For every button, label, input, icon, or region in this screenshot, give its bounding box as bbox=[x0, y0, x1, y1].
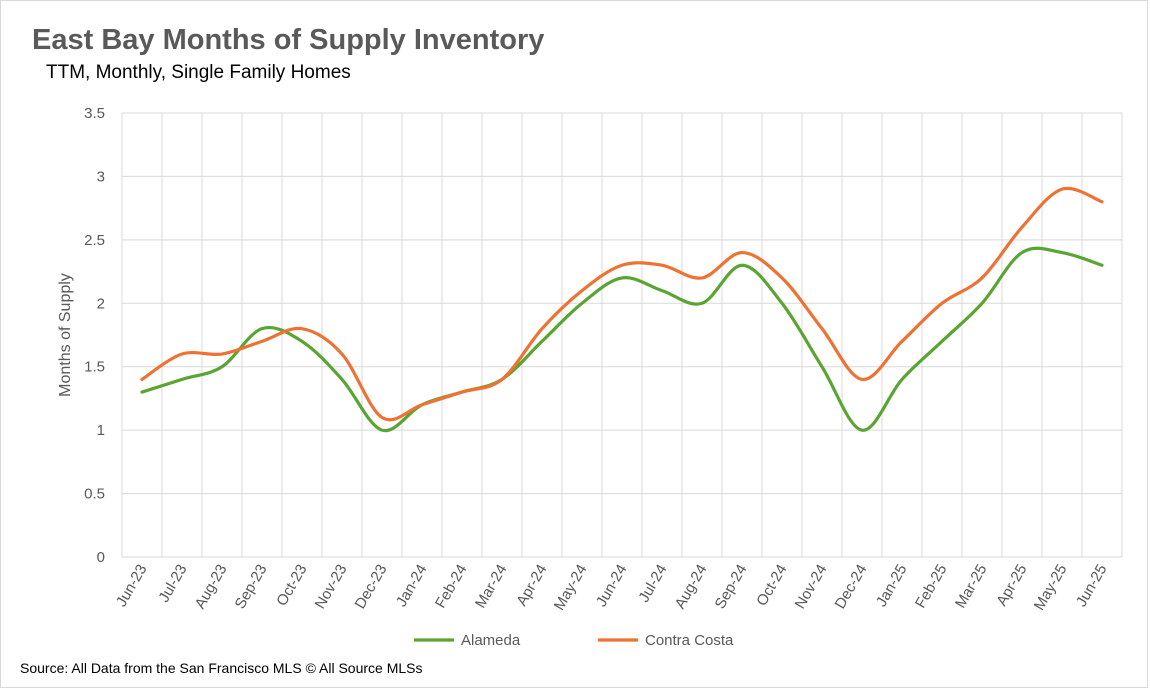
y-tick-label: 0 bbox=[97, 549, 105, 566]
y-tick-label: 3 bbox=[97, 168, 105, 185]
y-tick-label: 1.5 bbox=[84, 359, 105, 376]
x-tick-label: May-24 bbox=[551, 562, 591, 614]
x-tick-label: Jun-23 bbox=[113, 562, 151, 610]
x-tick-label: Jun-24 bbox=[593, 562, 631, 610]
x-tick-label: Jul-24 bbox=[635, 562, 670, 606]
x-tick-label: Jun-25 bbox=[1073, 562, 1111, 610]
legend-label: Contra Costa bbox=[645, 632, 734, 649]
x-tick-label: Oct-23 bbox=[273, 562, 310, 609]
legend: Alameda Contra Costa bbox=[414, 632, 734, 649]
x-tick-label: Dec-24 bbox=[832, 562, 871, 612]
x-tick-label: Mar-25 bbox=[952, 562, 990, 612]
x-tick-label: Jan-25 bbox=[873, 562, 911, 610]
x-tick-label: Feb-24 bbox=[432, 562, 470, 612]
series-line-contra-costa bbox=[140, 186, 1104, 422]
chart-title: East Bay Months of Supply Inventory bbox=[32, 24, 545, 56]
y-tick-labels: 0 0.5 1 1.5 2 2.5 3 3.5 bbox=[84, 105, 105, 566]
x-tick-label: Nov-23 bbox=[312, 562, 351, 612]
y-tick-label: 1 bbox=[97, 422, 105, 439]
x-tick-label: Aug-24 bbox=[672, 562, 711, 612]
x-tick-label: Aug-23 bbox=[192, 562, 231, 612]
x-tick-labels: Jun-23 Jul-23 Aug-23 Sep-23 Oct-23 Nov-23 Dec-… bbox=[113, 562, 1111, 614]
legend-label: Alameda bbox=[461, 632, 521, 649]
x-tick-label: May-25 bbox=[1031, 562, 1071, 614]
x-tick-label: Apr-24 bbox=[513, 562, 550, 609]
x-tick-label: Apr-25 bbox=[993, 562, 1030, 609]
x-tick-label: Sep-24 bbox=[712, 562, 751, 612]
x-tick-label: Nov-24 bbox=[792, 562, 831, 612]
y-tick-label: 2 bbox=[97, 295, 105, 312]
y-axis-title: Months of Supply bbox=[57, 273, 74, 397]
grid-lines bbox=[121, 112, 1123, 558]
series-lines bbox=[140, 186, 1104, 433]
source-note: Source: All Data from the San Francisco … bbox=[20, 660, 423, 676]
x-tick-label: Mar-24 bbox=[472, 562, 510, 612]
x-tick-label: Jan-24 bbox=[393, 562, 431, 610]
y-tick-label: 0.5 bbox=[84, 486, 105, 503]
chart-subtitle: TTM, Monthly, Single Family Homes bbox=[46, 62, 351, 83]
y-tick-label: 2.5 bbox=[84, 232, 105, 249]
x-tick-label: Jul-23 bbox=[155, 562, 190, 606]
y-tick-label: 3.5 bbox=[84, 105, 105, 122]
x-tick-label: Dec-23 bbox=[352, 562, 391, 612]
x-tick-label: Oct-24 bbox=[753, 562, 790, 609]
x-tick-label: Feb-25 bbox=[912, 562, 950, 612]
x-tick-label: Sep-23 bbox=[232, 562, 271, 612]
series-line-alameda bbox=[140, 246, 1104, 433]
